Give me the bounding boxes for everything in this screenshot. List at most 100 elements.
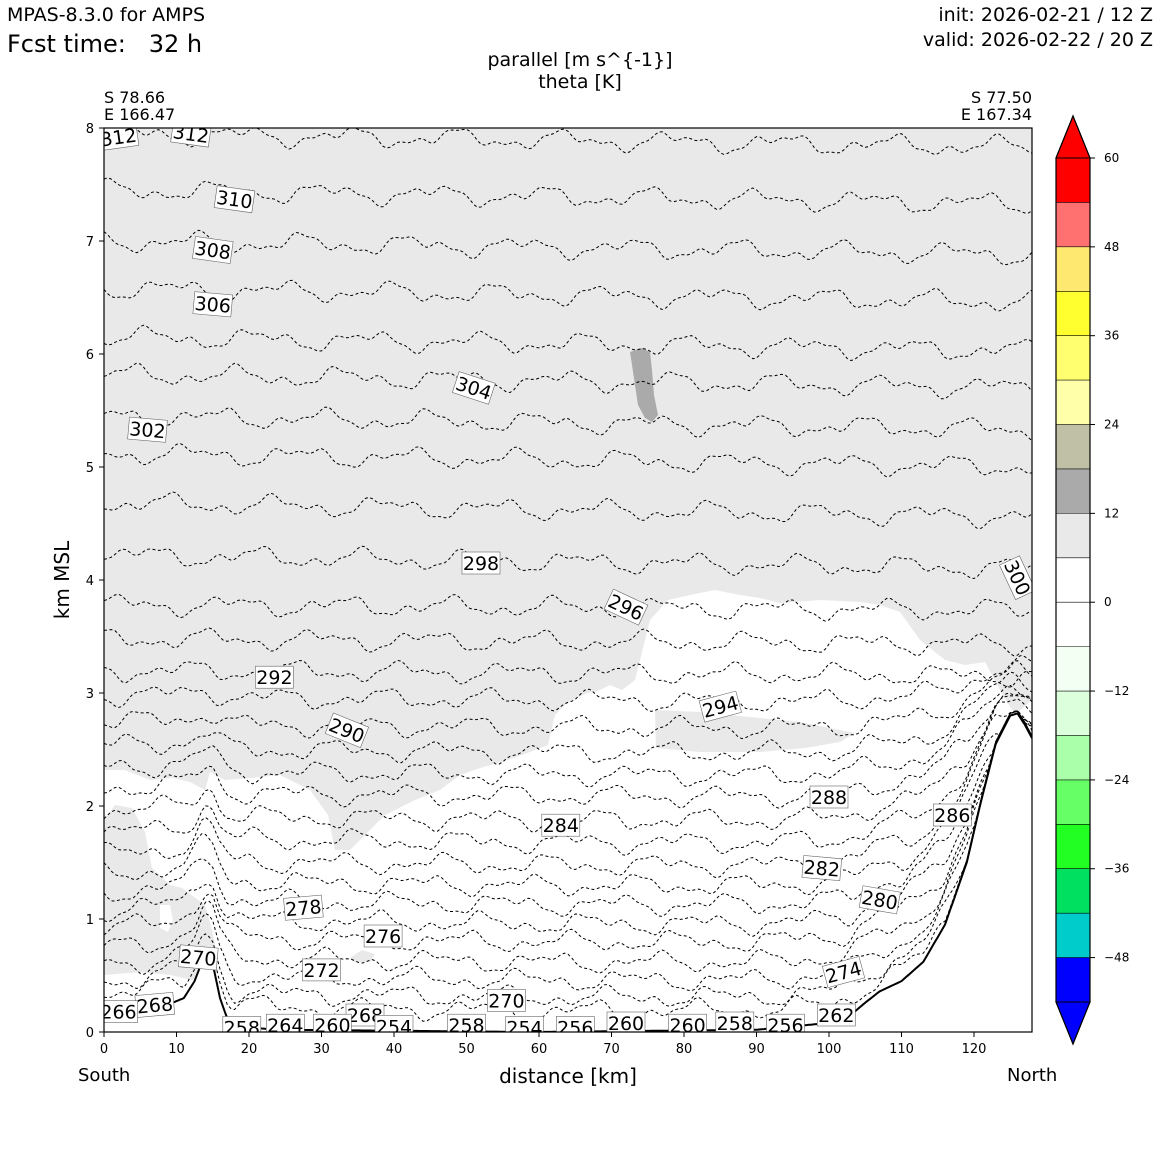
contour-label: 312 [104, 128, 140, 151]
y-tick-label: 3 [86, 687, 94, 702]
contour-label-text: 264 [267, 1015, 303, 1037]
contour-label-box [715, 1011, 755, 1032]
x-tick-label: 30 [313, 1042, 330, 1057]
colorbar-tick-label: 12 [1104, 506, 1119, 520]
end-lon: E 167.34 [960, 105, 1032, 124]
x-tick-label: 0 [100, 1042, 108, 1057]
contour-label-box [668, 1013, 707, 1032]
colorbar-segment [1056, 957, 1090, 1003]
contour-label-box [487, 989, 526, 1012]
contour-label-box [858, 885, 901, 915]
x-tick-label: 100 [817, 1042, 842, 1057]
contour-label-text: 312 [171, 121, 210, 148]
contour-label-box [809, 785, 849, 809]
contour-label-box [192, 291, 234, 318]
terrain-fill [104, 713, 1032, 1032]
x-tick-label: 110 [889, 1042, 914, 1057]
colorbar-segment [1056, 513, 1090, 559]
theta-contour [104, 324, 1032, 362]
contour-label-box [324, 712, 370, 749]
contour-label-text: 278 [284, 896, 322, 921]
contour-label: 310 [213, 185, 256, 214]
start-lon: E 166.47 [104, 105, 176, 124]
theta-contour [104, 693, 1032, 833]
south-label: South [78, 1065, 131, 1086]
contour-label-box [104, 1000, 138, 1024]
contour-label: 260 [606, 1011, 646, 1032]
contour-label: 268 [345, 1003, 385, 1027]
contour-label-text: 260 [669, 1015, 705, 1037]
contour-label-box [603, 588, 649, 626]
colorbar-segment [1056, 202, 1090, 248]
contour-label: 268 [134, 991, 176, 1018]
contour-label-box [451, 371, 496, 405]
colorbar-segment [1056, 646, 1090, 692]
theta-contour [104, 710, 1032, 1022]
contour-label-box [213, 185, 256, 214]
contour-label-text: 276 [365, 926, 401, 948]
contour-label: 280 [858, 885, 901, 915]
theta-contour [104, 710, 1032, 1007]
y-tick-label: 4 [86, 574, 94, 589]
contour-label-box [265, 1013, 305, 1032]
theta-contour [104, 660, 1032, 740]
colorbar-segments [1055, 114, 1091, 1046]
theta-contour [104, 684, 1032, 788]
theta-contour [104, 279, 1032, 312]
colorbar-segment [1056, 291, 1090, 336]
contour-label-box [766, 1013, 805, 1032]
contour-label-box [555, 1016, 595, 1032]
colorbar-ticks: 60 48 36 24 12 0 −12 −24 −36 −48 [1090, 151, 1129, 965]
end-coordinates: S 77.50 E 167.34 [961, 89, 1032, 123]
theta-contour [104, 710, 1032, 917]
colorbar-segment [1056, 913, 1090, 958]
contour-label-text: 266 [100, 1002, 136, 1024]
contour-label-text: 284 [543, 815, 579, 837]
contour-label: 270 [178, 944, 219, 971]
contour-label-box [606, 1011, 646, 1032]
strong-wind-region [630, 348, 658, 422]
contour-label-text: 286 [934, 805, 970, 827]
chart-title: parallel [m s^{-1}] [487, 49, 673, 71]
contour-label-text: 254 [376, 1016, 412, 1038]
contour-label: 260 [313, 1013, 352, 1032]
colorbar-segment [1056, 424, 1090, 470]
start-coordinates: S 78.66 E 166.47 [104, 89, 175, 123]
forecast-time-prefix: Fcst time: [7, 30, 126, 58]
contour-label-box [178, 944, 219, 971]
theta-contour [104, 654, 1032, 712]
x-tick-label: 50 [458, 1042, 475, 1057]
contour-label-box [461, 551, 501, 575]
contour-label-text: 256 [767, 1015, 803, 1037]
contour-label-text: 258 [448, 1015, 484, 1037]
contour-label-text: 254 [506, 1018, 542, 1040]
colorbar-under-triangle [1055, 1001, 1091, 1046]
contour-label-box [505, 1016, 544, 1032]
x-tick-label: 60 [531, 1042, 548, 1057]
contour-label: 258 [447, 1013, 486, 1037]
x-tick-label: 70 [603, 1042, 620, 1057]
contour-label-box [104, 128, 140, 151]
x-tick-label: 90 [748, 1042, 765, 1057]
colorbar-segment [1056, 246, 1090, 292]
theta-contour [104, 177, 1032, 214]
model-label: MPAS-8.3.0 for AMPS [7, 4, 206, 26]
contour-label-text: 262 [818, 1005, 854, 1027]
contour-label: 306 [192, 291, 234, 318]
end-lat: S 77.50 [970, 88, 1032, 107]
colorbar-tick-label: 0 [1104, 595, 1112, 609]
theta-contour-lines [104, 128, 1032, 1022]
contour-label: 276 [363, 924, 403, 948]
theta-contour [104, 710, 1032, 897]
contour-label-box [698, 690, 742, 723]
contour-label-text: 288 [811, 787, 847, 809]
shaded-wind-region [104, 128, 1032, 850]
colorbar-segment [1056, 380, 1090, 425]
start-lat: S 78.66 [104, 88, 166, 107]
x-tick-label: 120 [962, 1042, 987, 1057]
shaded-wind-region [104, 805, 218, 985]
y-tick-label: 2 [86, 800, 94, 815]
contour-label: 270 [487, 989, 526, 1012]
contour-label: 282 [801, 855, 843, 882]
